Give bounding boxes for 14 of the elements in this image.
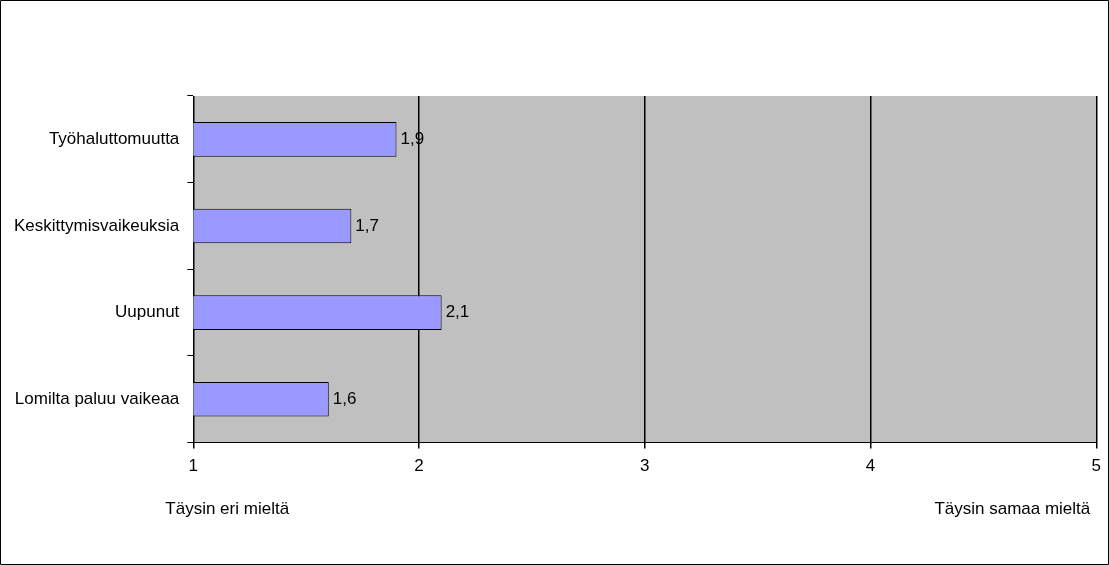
- data-label: 2,1: [445, 302, 470, 322]
- x-tick-label: 2: [414, 456, 424, 476]
- data-label: 1,6: [332, 388, 357, 408]
- x-tick-label: 1: [188, 456, 199, 476]
- x-tick-label: 4: [865, 456, 876, 476]
- data-label: 1,7: [355, 215, 379, 235]
- y-tick-label: Uupunut: [115, 302, 180, 322]
- text: Täysin samaa mieltä: [934, 498, 1091, 518]
- y-tick-label: Keskittymisvaikeuksia: [14, 215, 180, 235]
- y-tick-label: Lomilta paluu vaikeaa: [14, 388, 180, 408]
- x-tick-label: 5: [1091, 456, 1102, 476]
- text: Täysin eri mieltä: [165, 498, 290, 518]
- x-tick-label: 3: [640, 456, 650, 476]
- y-tick-label: Työhaluttomuutta: [48, 129, 180, 149]
